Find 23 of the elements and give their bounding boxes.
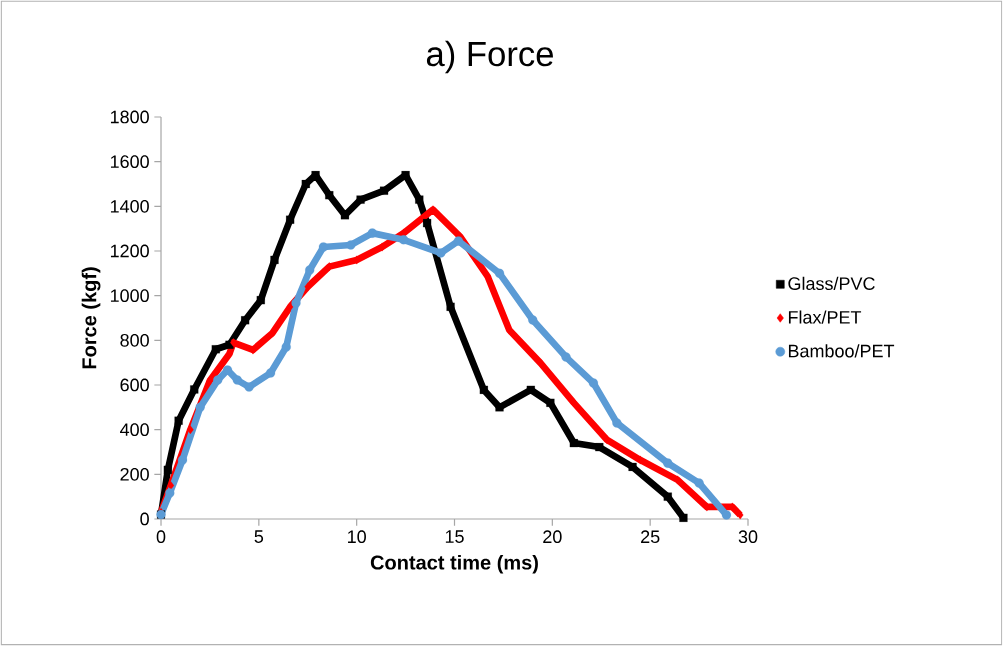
y-tick-label: 600 [120,378,149,392]
y-tick-label: 400 [120,423,149,437]
x-tick-label: 25 [641,530,660,544]
y-tick-label: 200 [120,467,149,481]
legend-label: Bamboo/PET [788,344,895,358]
y-tick-label: 1800 [110,110,149,124]
x-tick-label: 0 [156,530,166,544]
y-tick-label: 1400 [110,199,149,213]
x-tick-label: 10 [348,530,366,544]
legend-label: Glass/PVC [788,276,875,290]
x-tick-label: 5 [254,530,264,543]
y-axis-title: Force (kgf) [81,267,101,369]
x-tick-label: 15 [445,530,464,543]
x-tick-label: 30 [738,530,758,544]
chart-title: a) Force [426,40,553,74]
x-tick-label: 20 [543,530,562,544]
y-tick-label: 800 [120,333,149,347]
y-tick-label: 0 [140,512,149,526]
y-tick-label: 1600 [110,155,149,169]
legend-label: Flax/PET [788,310,862,324]
x-axis-title: Contact time (ms) [370,554,538,574]
y-tick-label: 1200 [110,244,149,258]
y-tick-label: 1000 [110,289,149,303]
